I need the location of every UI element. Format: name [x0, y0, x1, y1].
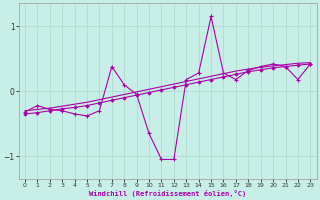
X-axis label: Windchill (Refroidissement éolien,°C): Windchill (Refroidissement éolien,°C): [89, 190, 246, 197]
